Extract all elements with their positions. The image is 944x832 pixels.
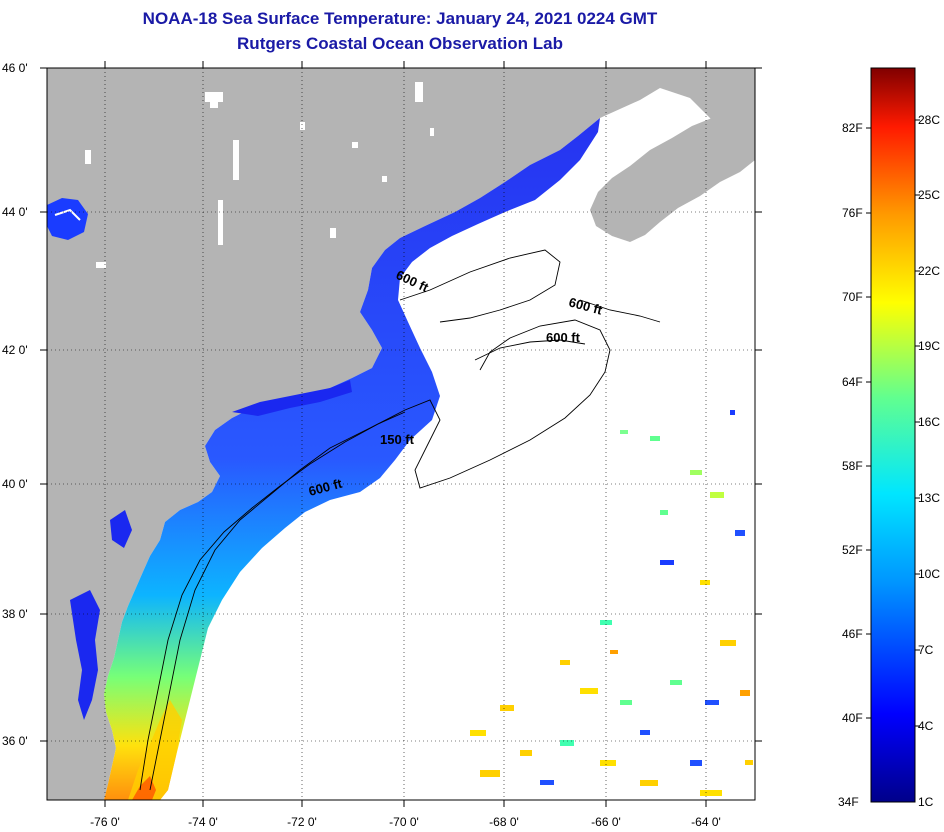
- contour-label: 600 ft: [546, 330, 581, 345]
- long-island-sound: [232, 380, 352, 416]
- colorbar-c-label: 16C: [918, 415, 941, 429]
- offshore-sst-specks: [470, 410, 753, 796]
- colorbar-f-label: 64F: [842, 375, 863, 389]
- colorbar-f-label: 82F: [842, 121, 863, 135]
- axis-ticks: [40, 61, 762, 807]
- colorbar-f-label: 70F: [842, 290, 863, 304]
- colorbar-f-label: 52F: [842, 543, 863, 557]
- lon-label-76: -76 0': [90, 815, 120, 829]
- lat-label-46: 46 0': [2, 61, 28, 75]
- lon-label-66: -66 0': [591, 815, 621, 829]
- lon-label-64: -64 0': [691, 815, 721, 829]
- chart-subtitle: Rutgers Coastal Ocean Observation Lab: [237, 34, 563, 53]
- lat-label-44: 44 0': [2, 205, 28, 219]
- chart-title: NOAA-18 Sea Surface Temperature: January…: [142, 9, 658, 28]
- lon-label-72: -72 0': [287, 815, 317, 829]
- colorbar-c-label: 13C: [918, 491, 941, 505]
- bay-water: [70, 590, 100, 720]
- color-bar: [870, 67, 916, 803]
- colorbar-c-label: 7C: [918, 643, 934, 657]
- lat-label-40: 40 0': [2, 477, 28, 491]
- colorbar-f-label: 76F: [842, 206, 863, 220]
- lake-ontario: [47, 198, 88, 240]
- bathymetry-contours: [139, 249, 661, 791]
- lon-label-68: -68 0': [489, 815, 519, 829]
- warm-water-patch: [128, 700, 182, 800]
- lake-ice: [54, 208, 81, 221]
- bay-water-delaware: [110, 510, 132, 548]
- colorbar-c-label: 19C: [918, 339, 941, 353]
- warm-water-core: [132, 776, 156, 800]
- colorbar-f-label: 58F: [842, 459, 863, 473]
- colorbar-c-label: 28C: [918, 113, 941, 127]
- colorbar-f-label: 34F: [838, 795, 859, 809]
- lon-label-70: -70 0': [389, 815, 419, 829]
- contour-label: 150 ft: [380, 432, 415, 447]
- color-bar-ticks: [866, 119, 920, 727]
- land-mass: [47, 68, 755, 800]
- map-frame: [46, 67, 756, 801]
- colorbar-c-label: 25C: [918, 188, 941, 202]
- lat-label-38: 38 0': [2, 607, 28, 621]
- lon-label-74: -74 0': [188, 815, 218, 829]
- colorbar-c-label: 1C: [918, 795, 934, 809]
- lat-label-42: 42 0': [2, 343, 28, 357]
- colorbar-c-label: 22C: [918, 264, 941, 278]
- colorbar-f-label: 40F: [842, 711, 863, 725]
- cloud-specks: [85, 82, 434, 268]
- lat-label-36: 36 0': [2, 734, 28, 748]
- colorbar-f-label: 46F: [842, 627, 863, 641]
- coastal-water: [104, 118, 600, 800]
- colorbar-c-label: 10C: [918, 567, 941, 581]
- colorbar-c-label: 4C: [918, 719, 934, 733]
- land-nova-scotia: [590, 104, 755, 242]
